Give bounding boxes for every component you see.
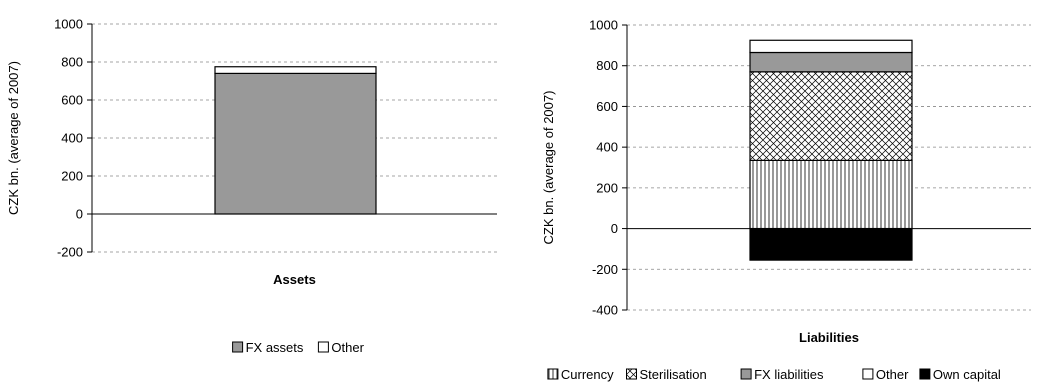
legend-item: Other (317, 340, 365, 355)
legend-swatch (626, 368, 637, 380)
category-label: Liabilities (799, 330, 859, 345)
assets-chart: -200 0 200 400 600 800 1000 CZK bn. (average of… (6, 17, 497, 355)
bar-segment-fx-assets (214, 72, 377, 215)
y-tick-label: 0 (76, 207, 83, 222)
legend-label: Own capital (933, 367, 1001, 382)
legend-label: Sterilisation (640, 367, 707, 382)
y-tick-label: 400 (61, 131, 83, 146)
y-tick-label: 800 (61, 55, 83, 70)
category-label: Assets (273, 272, 316, 287)
y-axis-title: CZK bn. (average of 2007) (541, 91, 556, 245)
legend-swatch (919, 368, 931, 380)
y-tick-label: -200 (57, 245, 83, 260)
legend: FX assets Other (232, 340, 365, 355)
bar-segment-other (749, 39, 913, 54)
bar-segment-currency (749, 159, 913, 230)
liabilities-chart: -400 -200 0 200 400 600 800 1000 CZK bn. (averag… (541, 18, 1031, 382)
legend-item: FX assets (232, 340, 304, 355)
legend-swatch (317, 341, 329, 353)
y-tick-label: 1000 (589, 18, 618, 33)
legend: Currency Sterilisation FX liabilities Other… (547, 367, 1001, 382)
y-tick-label: -400 (592, 303, 618, 318)
legend-label: Other (331, 340, 364, 355)
y-tick-label: 0 (611, 221, 618, 236)
y-tick-label: 200 (596, 180, 618, 195)
legend-label: FX liabilities (754, 367, 824, 382)
bar-segment-other (214, 66, 377, 75)
legend-swatch (740, 368, 752, 380)
legend-item: FX liabilities (740, 367, 824, 382)
y-tick-label: 400 (596, 140, 618, 155)
legend-swatch (547, 368, 559, 380)
bar-segment-own-capital (749, 227, 913, 261)
legend-item: Other (862, 367, 909, 382)
legend-item: Sterilisation (626, 367, 707, 382)
bar-segment-fx-liabilities (749, 51, 913, 73)
y-tick-label: 600 (596, 99, 618, 114)
y-tick-label: 1000 (54, 17, 83, 32)
y-axis-title: CZK bn. (average of 2007) (6, 61, 21, 215)
legend-label: Other (876, 367, 909, 382)
legend-swatch (232, 341, 244, 353)
y-tick-label: 800 (596, 58, 618, 73)
legend-item: Own capital (919, 367, 1001, 382)
y-tick-label: -200 (592, 262, 618, 277)
y-tick-label: 200 (61, 169, 83, 184)
bar-segment-sterilisation (749, 71, 913, 161)
legend-label: FX assets (246, 340, 304, 355)
legend-item: Currency (547, 367, 614, 382)
legend-label: Currency (561, 367, 614, 382)
legend-swatch (862, 368, 874, 380)
y-tick-label: 600 (61, 93, 83, 108)
